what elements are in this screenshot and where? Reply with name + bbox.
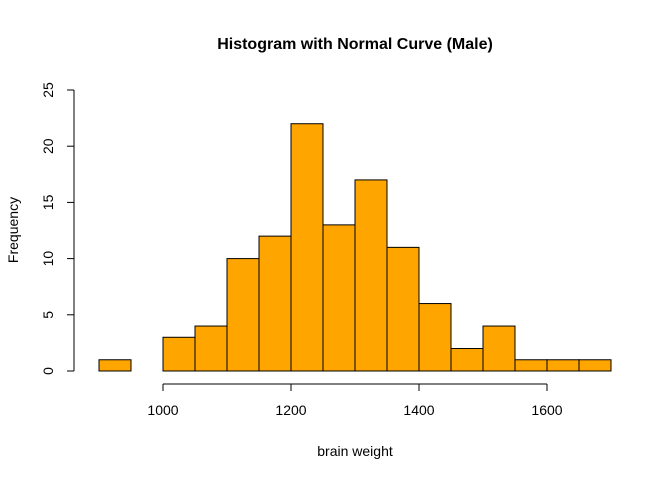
histogram-bar [482, 325, 516, 372]
histogram-bar [322, 224, 356, 372]
chart-title: Histogram with Normal Curve (Male) [217, 36, 493, 53]
y-axis-label: Frequency [5, 197, 21, 263]
histogram-bar [418, 303, 452, 372]
x-tick-label: 1000 [147, 402, 178, 418]
y-tick-label: 10 [40, 251, 56, 267]
y-tick-label: 20 [40, 138, 56, 154]
histogram-bar [546, 359, 580, 372]
bars-group [98, 123, 612, 372]
histogram-bar [386, 246, 420, 372]
histogram-bar [194, 325, 228, 372]
histogram-bar [514, 359, 548, 372]
x-axis-label: brain weight [317, 443, 393, 459]
x-axis: 1000 1200 1400 1600 [147, 383, 563, 418]
histogram-bar [258, 235, 292, 372]
histogram-bar [98, 359, 132, 372]
y-tick-label: 5 [40, 311, 56, 319]
y-tick-label: 15 [40, 194, 56, 210]
histogram-bar [226, 258, 260, 372]
y-axis: 0 5 10 15 20 25 [40, 82, 75, 375]
histogram-bar [450, 348, 484, 372]
y-tick-label: 25 [40, 82, 56, 98]
y-tick-label: 0 [40, 367, 56, 375]
x-tick-label: 1600 [531, 402, 562, 418]
histogram-bar [354, 179, 388, 372]
histogram-bar [578, 359, 612, 372]
histogram-bar [162, 336, 196, 372]
x-tick-label: 1400 [403, 402, 434, 418]
histogram-bar [290, 123, 324, 372]
x-tick-label: 1200 [275, 402, 306, 418]
